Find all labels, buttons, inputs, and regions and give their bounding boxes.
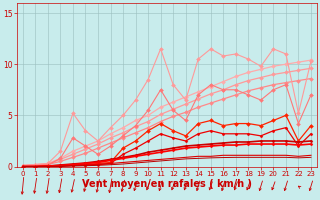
X-axis label: Vent moyen/en rafales ( km/h ): Vent moyen/en rafales ( km/h )	[82, 179, 252, 189]
